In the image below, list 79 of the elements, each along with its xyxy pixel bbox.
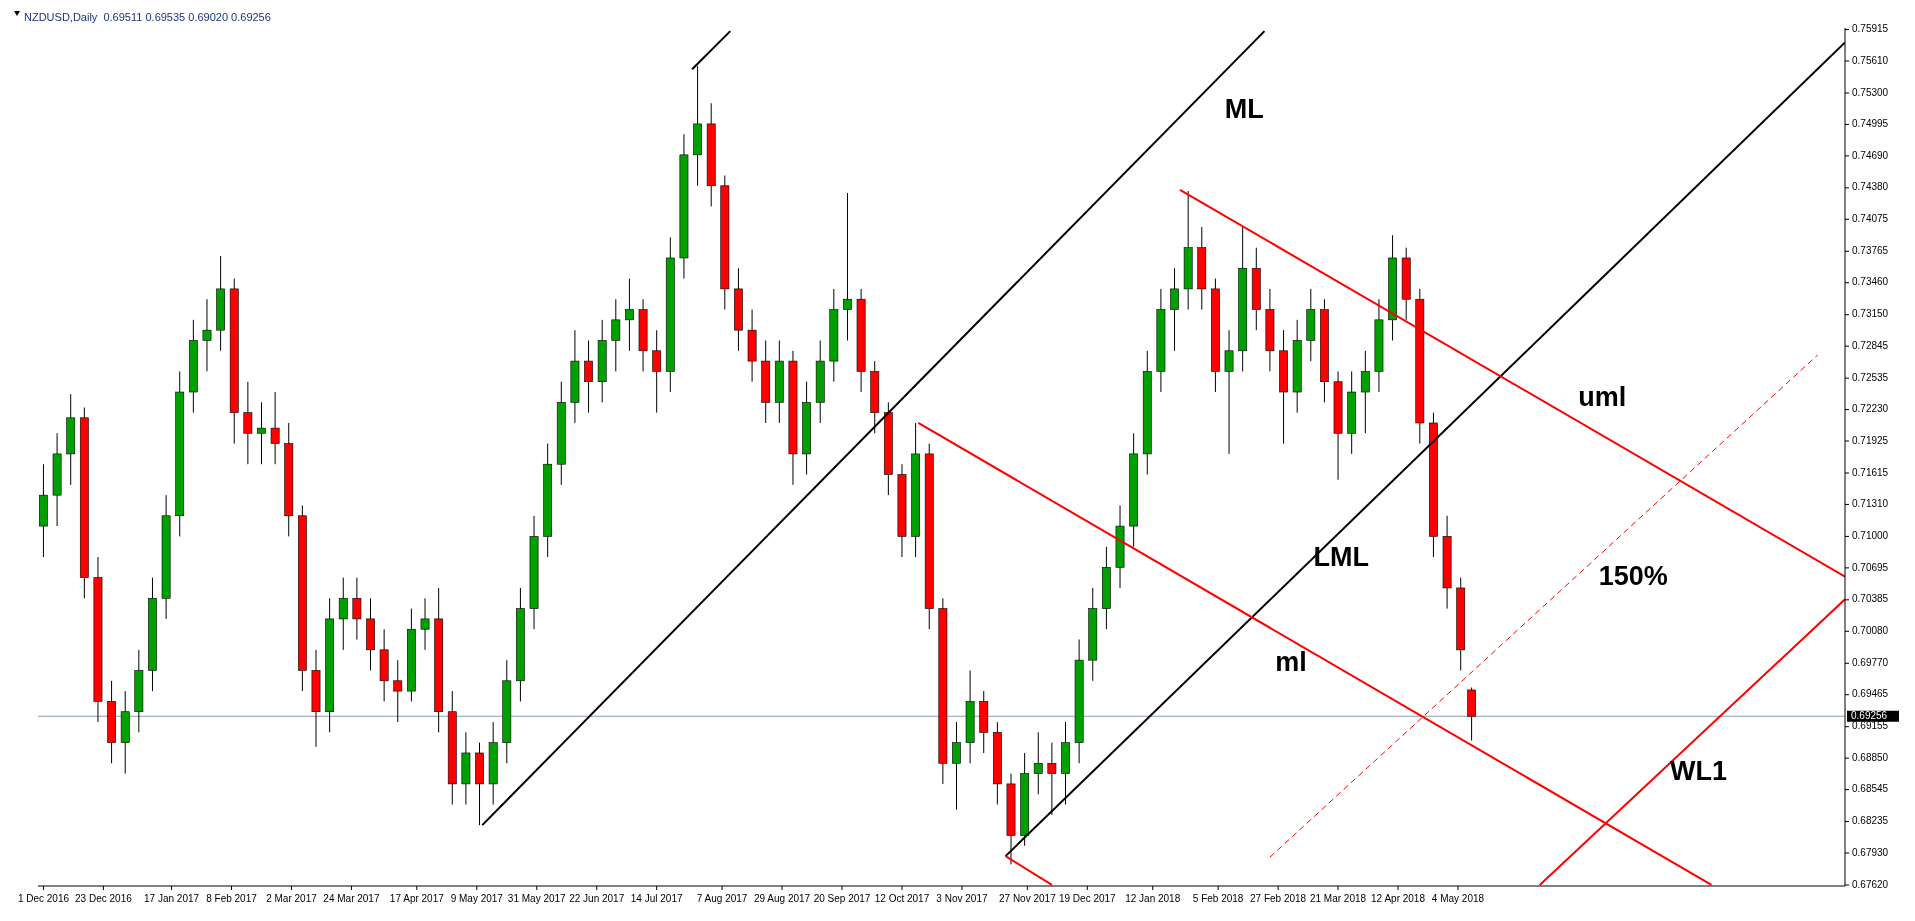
candlestick	[584, 339, 593, 414]
x-tick-label: 23 Dec 2016	[75, 892, 133, 904]
candlestick	[393, 659, 403, 723]
candlestick	[1360, 350, 1370, 434]
x-tick-label: 31 May 2017	[507, 892, 567, 904]
candlestick	[420, 597, 430, 651]
y-tick-label: 0.67930	[1852, 846, 1889, 858]
y-tick-label: 0.74995	[1852, 118, 1889, 130]
candlestick	[338, 577, 348, 651]
x-tick-label: 5 Feb 2018	[1192, 892, 1244, 904]
candlestick	[611, 298, 621, 372]
y-tick-label: 0.69465	[1852, 688, 1889, 700]
y-tick-label: 0.73765	[1852, 244, 1889, 256]
x-tick-label: 27 Nov 2017	[998, 892, 1057, 904]
y-tick-label: 0.67620	[1852, 878, 1889, 890]
series-label: uml	[1578, 381, 1627, 412]
x-tick-label: 24 Mar 2017	[323, 892, 380, 904]
candlestick	[257, 401, 266, 465]
y-tick-label: 0.74075	[1852, 212, 1889, 224]
candlestick	[1224, 329, 1234, 455]
chart-title: NZDUSD,Daily 0.69511 0.69535 0.69020 0.69256	[24, 10, 271, 23]
y-tick-label: 0.71310	[1852, 498, 1889, 510]
x-tick-label: 8 Feb 2017	[206, 892, 258, 904]
y-tick-label: 0.70385	[1852, 593, 1889, 605]
x-tick-label: 1 Dec 2016	[17, 892, 70, 904]
y-tick-label: 0.70695	[1852, 561, 1889, 573]
x-tick-label: 3 Nov 2017	[936, 892, 988, 904]
candlestick	[202, 298, 212, 372]
x-tick-label: 17 Jan 2017	[144, 892, 200, 904]
x-tick-label: 2 Mar 2017	[266, 892, 318, 904]
candlestick	[652, 329, 662, 414]
y-tick-label: 0.70080	[1852, 624, 1889, 636]
series-label: ML	[1224, 93, 1264, 124]
candlestick	[1170, 267, 1179, 352]
y-tick-label: 0.72230	[1852, 403, 1889, 415]
x-tick-label: 4 May 2018	[1431, 892, 1485, 904]
candlestick	[843, 192, 852, 341]
y-tick-label: 0.71000	[1852, 530, 1889, 542]
y-tick-label: 0.73150	[1852, 308, 1889, 320]
y-tick-label: 0.68545	[1852, 783, 1889, 795]
y-tick-label: 0.69155	[1852, 720, 1889, 732]
x-tick-label: 27 Feb 2018	[1250, 892, 1307, 904]
x-tick-label: 17 Apr 2017	[389, 892, 445, 904]
y-tick-label: 0.75610	[1852, 54, 1889, 66]
x-tick-label: 12 Jan 2018	[1125, 892, 1181, 904]
candlestick	[352, 577, 362, 641]
x-tick-label: 14 Jul 2017	[630, 892, 683, 904]
series-label: WL1	[1669, 755, 1727, 786]
y-tick-label: 0.72535	[1852, 371, 1889, 383]
y-tick-label: 0.72845	[1852, 339, 1889, 351]
candlestick	[1033, 731, 1043, 795]
y-tick-label: 0.75300	[1852, 86, 1889, 98]
candlestick	[625, 278, 634, 352]
ref-line-label: 0.69256	[1851, 709, 1888, 721]
series-label: LML	[1313, 541, 1370, 572]
x-tick-label: 29 Aug 2017	[753, 892, 811, 904]
y-tick-label: 0.69770	[1852, 656, 1889, 668]
x-tick-label: 22 Jun 2017	[569, 892, 625, 904]
x-tick-label: 20 Sep 2017	[813, 892, 871, 904]
x-tick-label: 19 Dec 2017	[1058, 892, 1117, 904]
series-label: ml	[1275, 647, 1307, 678]
series-label: 150%	[1598, 561, 1668, 592]
y-tick-label: 0.73460	[1852, 276, 1889, 288]
y-tick-label: 0.75915	[1852, 23, 1889, 35]
candlestick	[952, 721, 961, 811]
candlestick	[243, 381, 253, 465]
y-tick-label: 0.68235	[1852, 815, 1889, 827]
candlestick	[270, 391, 280, 465]
y-tick-label: 0.74690	[1852, 149, 1889, 161]
x-tick-label: 21 Mar 2018	[1309, 892, 1367, 904]
x-tick-label: 9 May 2017	[450, 892, 504, 904]
y-tick-label: 0.71925	[1852, 434, 1889, 446]
x-tick-label: 7 Aug 2017	[696, 892, 748, 904]
x-tick-label: 12 Oct 2017	[874, 892, 930, 904]
candlestick	[1047, 742, 1057, 816]
y-tick-label: 0.68850	[1852, 751, 1889, 763]
x-tick-label: 12 Apr 2018	[1371, 892, 1426, 904]
y-tick-label: 0.71615	[1852, 466, 1889, 478]
y-tick-label: 0.74380	[1852, 181, 1889, 193]
